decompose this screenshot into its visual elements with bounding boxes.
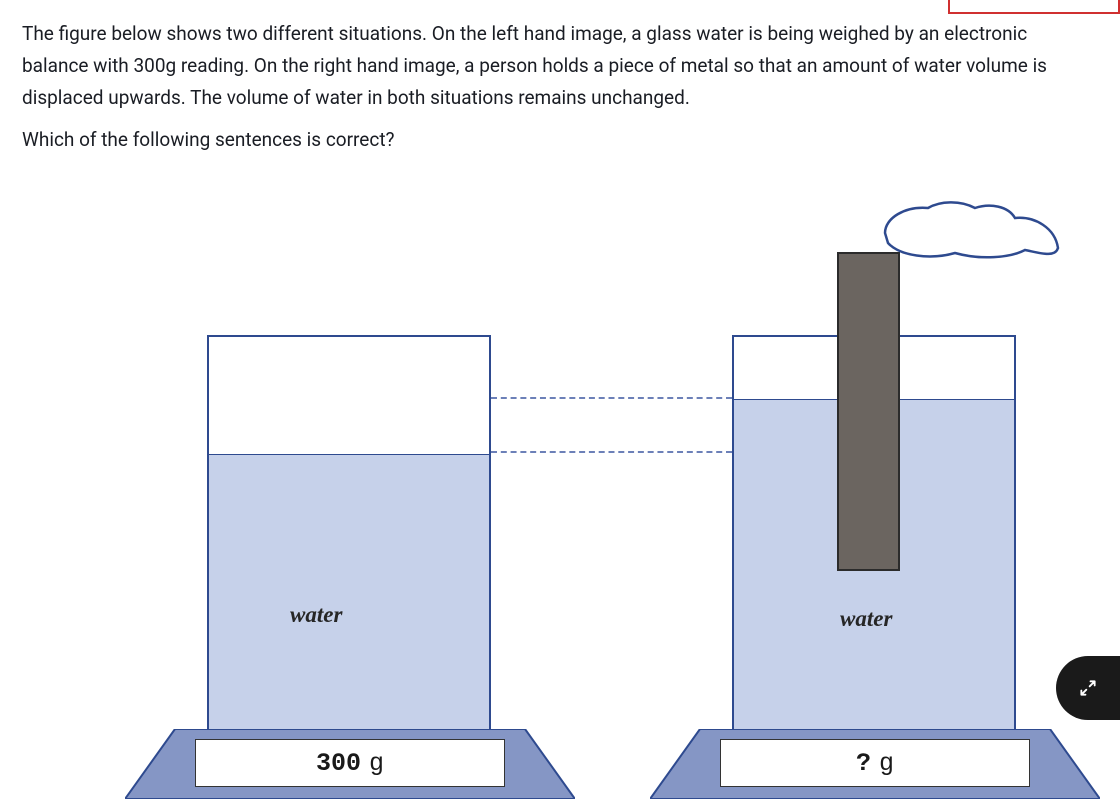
reading-left: 300 g (195, 739, 505, 787)
question-content: The figure below shows two different sit… (0, 0, 1120, 151)
scale-right: ? g (650, 729, 1100, 799)
question-prompt: Which of the following sentences is corr… (22, 128, 1098, 151)
water-left (209, 454, 489, 735)
description-paragraph: The figure below shows two different sit… (22, 18, 1098, 114)
dashed-line-top (491, 397, 732, 399)
expand-button[interactable] (1056, 656, 1120, 720)
glass-left (207, 335, 491, 735)
scale-left: 300 g (125, 729, 575, 799)
hand-icon (880, 198, 1060, 288)
corner-outline-box (948, 0, 1120, 14)
reading-right-unit: g (879, 749, 894, 778)
metal-bar (837, 252, 900, 571)
water-label-left: water (290, 602, 342, 628)
reading-left-value: 300 (316, 749, 361, 778)
reading-right-value: ? (856, 749, 871, 778)
dashed-line-bottom (491, 451, 732, 453)
reading-right: ? g (720, 739, 1030, 787)
expand-icon (1078, 678, 1098, 698)
figure-area: water water 300 g (22, 162, 1120, 777)
water-label-right: water (840, 606, 892, 632)
physics-diagram: water water 300 g (22, 162, 1120, 777)
reading-left-unit: g (369, 749, 384, 778)
